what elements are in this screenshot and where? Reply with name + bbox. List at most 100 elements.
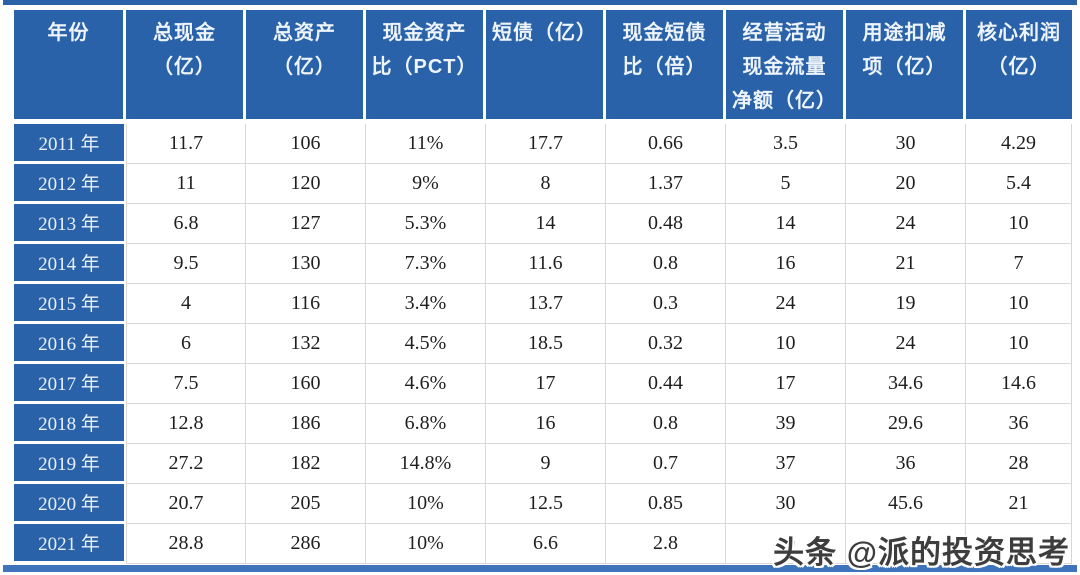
column-header-line: 核心利润 bbox=[977, 22, 1061, 44]
data-cell: 0.85 bbox=[606, 484, 726, 524]
column-header-line: 现金资产 bbox=[382, 22, 467, 44]
data-cell: 17 bbox=[486, 364, 606, 404]
data-cell: 13.7 bbox=[486, 284, 606, 324]
data-cell: 10 bbox=[966, 204, 1072, 244]
data-cell: 160 bbox=[246, 364, 366, 404]
data-cell: 286 bbox=[246, 524, 366, 564]
year-cell: 2012 年 bbox=[14, 164, 126, 204]
year-cell: 2020 年 bbox=[14, 484, 126, 524]
column-header-line: 短债（亿） bbox=[492, 22, 597, 44]
year-cell: 2014 年 bbox=[14, 244, 126, 284]
data-cell bbox=[846, 524, 966, 564]
data-cell: 21 bbox=[846, 244, 966, 284]
data-cell: 9% bbox=[366, 164, 486, 204]
data-cell: 5 bbox=[726, 164, 846, 204]
data-cell: 28 bbox=[966, 444, 1072, 484]
data-cell: 28.8 bbox=[126, 524, 246, 564]
data-cell: 49 bbox=[726, 524, 846, 564]
data-cell: 0.3 bbox=[606, 284, 726, 324]
financial-data-table: 年份 总现金 （亿） 总资产 （亿） 现金资产比（PCT） 短债（亿） 现金短债 比（倍） 经营活… bbox=[14, 10, 1072, 564]
column-header-cell: 核心利润 （亿） bbox=[966, 10, 1072, 124]
data-cell: 21 bbox=[966, 484, 1072, 524]
data-cell: 5.3% bbox=[366, 204, 486, 244]
data-cell: 9 bbox=[486, 444, 606, 484]
data-cell: 5.4 bbox=[966, 164, 1072, 204]
data-cell: 17 bbox=[726, 364, 846, 404]
data-cell: 10 bbox=[966, 284, 1072, 324]
data-cell: 0.32 bbox=[606, 324, 726, 364]
data-cell: 6.8% bbox=[366, 404, 486, 444]
column-header-cell: 总资产 （亿） bbox=[246, 10, 366, 124]
data-cell: 30 bbox=[726, 484, 846, 524]
data-cell: 19 bbox=[846, 284, 966, 324]
data-cell: 130 bbox=[246, 244, 366, 284]
data-cell: 36 bbox=[846, 444, 966, 484]
data-cell: 186 bbox=[246, 404, 366, 444]
data-cell: 10 bbox=[726, 324, 846, 364]
data-cell: 14 bbox=[486, 204, 606, 244]
data-cell: 120 bbox=[246, 164, 366, 204]
data-cell: 10% bbox=[366, 524, 486, 564]
data-cell: 4.5% bbox=[366, 324, 486, 364]
data-cell: 24 bbox=[726, 284, 846, 324]
data-cell: 127 bbox=[246, 204, 366, 244]
column-header-cell: 现金资产比（PCT） bbox=[366, 10, 486, 124]
data-cell: 20.7 bbox=[126, 484, 246, 524]
data-cell: 14 bbox=[726, 204, 846, 244]
column-header-cell: 现金短债 比（倍） bbox=[606, 10, 726, 124]
watermark-text: 头条 @派的投资思考 bbox=[773, 535, 1070, 570]
column-header-line: 总资产 bbox=[273, 22, 336, 44]
column-header-cell: 总现金 （亿） bbox=[126, 10, 246, 124]
data-cell: 0.8 bbox=[606, 244, 726, 284]
data-cell: 6.6 bbox=[486, 524, 606, 564]
column-header-line: 比（倍） bbox=[622, 56, 707, 78]
data-cell: 116 bbox=[246, 284, 366, 324]
data-cell: 34.6 bbox=[846, 364, 966, 404]
column-header-cell: 用途扣减 项（亿） bbox=[846, 10, 966, 124]
column-header-line: 经营活动 bbox=[742, 22, 827, 44]
data-cell: 0.44 bbox=[606, 364, 726, 404]
table-top-rule bbox=[3, 0, 1077, 5]
data-cell: 7.3% bbox=[366, 244, 486, 284]
data-cell: 39 bbox=[726, 404, 846, 444]
data-cell: 45.6 bbox=[846, 484, 966, 524]
year-cell: 2021 年 bbox=[14, 524, 126, 564]
data-cell bbox=[966, 524, 1072, 564]
year-cell: 2015 年 bbox=[14, 284, 126, 324]
year-cell: 2013 年 bbox=[14, 204, 126, 244]
data-cell: 0.7 bbox=[606, 444, 726, 484]
data-cell: 16 bbox=[486, 404, 606, 444]
column-header-line: 用途扣减 bbox=[862, 22, 947, 44]
data-cell: 20 bbox=[846, 164, 966, 204]
column-header-line: （亿） bbox=[987, 56, 1051, 78]
column-header-line: （亿） bbox=[153, 56, 216, 78]
data-cell: 3.4% bbox=[366, 284, 486, 324]
data-cell: 4 bbox=[126, 284, 246, 324]
data-cell: 27.2 bbox=[126, 444, 246, 484]
table-bottom-rule bbox=[3, 565, 1077, 572]
year-cell: 2017 年 bbox=[14, 364, 126, 404]
column-header-cell: 年份 bbox=[14, 10, 126, 124]
column-header-line: （亿） bbox=[273, 56, 336, 78]
data-cell: 12.8 bbox=[126, 404, 246, 444]
data-cell: 16 bbox=[726, 244, 846, 284]
data-cell: 11 bbox=[126, 164, 246, 204]
column-header-line: 净额（亿） bbox=[732, 90, 837, 112]
data-cell: 7 bbox=[966, 244, 1072, 284]
data-cell: 205 bbox=[246, 484, 366, 524]
data-cell: 106 bbox=[246, 124, 366, 164]
year-cell: 2019 年 bbox=[14, 444, 126, 484]
data-cell: 4.29 bbox=[966, 124, 1072, 164]
column-header-line: 比（PCT） bbox=[371, 56, 478, 78]
data-cell: 182 bbox=[246, 444, 366, 484]
column-header-line: 总现金 bbox=[153, 22, 216, 44]
data-cell: 24 bbox=[846, 324, 966, 364]
data-cell: 6.8 bbox=[126, 204, 246, 244]
data-cell: 12.5 bbox=[486, 484, 606, 524]
data-cell: 2.8 bbox=[606, 524, 726, 564]
year-cell: 2011 年 bbox=[14, 124, 126, 164]
data-cell: 3.5 bbox=[726, 124, 846, 164]
data-cell: 132 bbox=[246, 324, 366, 364]
data-cell: 8 bbox=[486, 164, 606, 204]
data-cell: 36 bbox=[966, 404, 1072, 444]
